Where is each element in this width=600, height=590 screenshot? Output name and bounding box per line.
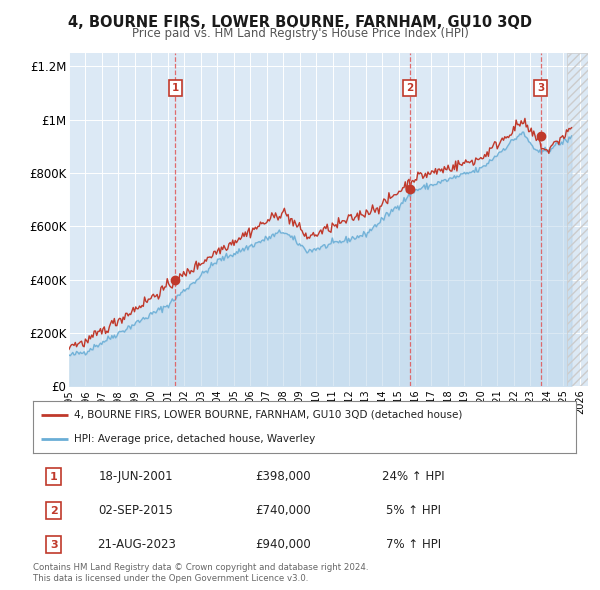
Text: Price paid vs. HM Land Registry's House Price Index (HPI): Price paid vs. HM Land Registry's House …: [131, 27, 469, 40]
Text: 1: 1: [172, 83, 179, 93]
Text: 7% ↑ HPI: 7% ↑ HPI: [386, 538, 440, 552]
Text: 3: 3: [50, 540, 58, 550]
Text: 21-AUG-2023: 21-AUG-2023: [97, 538, 176, 552]
Text: Contains HM Land Registry data © Crown copyright and database right 2024.
This d: Contains HM Land Registry data © Crown c…: [33, 563, 368, 583]
Text: 02-SEP-2015: 02-SEP-2015: [99, 504, 173, 517]
Text: £740,000: £740,000: [255, 504, 311, 517]
Text: 2: 2: [50, 506, 58, 516]
Text: 5% ↑ HPI: 5% ↑ HPI: [386, 504, 440, 517]
Text: 24% ↑ HPI: 24% ↑ HPI: [382, 470, 445, 483]
Text: 3: 3: [537, 83, 545, 93]
Text: 4, BOURNE FIRS, LOWER BOURNE, FARNHAM, GU10 3QD (detached house): 4, BOURNE FIRS, LOWER BOURNE, FARNHAM, G…: [74, 409, 462, 419]
Text: 1: 1: [50, 472, 58, 481]
Bar: [568, 53, 588, 386]
Text: 2: 2: [406, 83, 413, 93]
Text: 4, BOURNE FIRS, LOWER BOURNE, FARNHAM, GU10 3QD: 4, BOURNE FIRS, LOWER BOURNE, FARNHAM, G…: [68, 15, 532, 30]
Text: 18-JUN-2001: 18-JUN-2001: [99, 470, 173, 483]
Text: £940,000: £940,000: [255, 538, 311, 552]
Text: £398,000: £398,000: [255, 470, 311, 483]
Text: HPI: Average price, detached house, Waverley: HPI: Average price, detached house, Wave…: [74, 434, 315, 444]
